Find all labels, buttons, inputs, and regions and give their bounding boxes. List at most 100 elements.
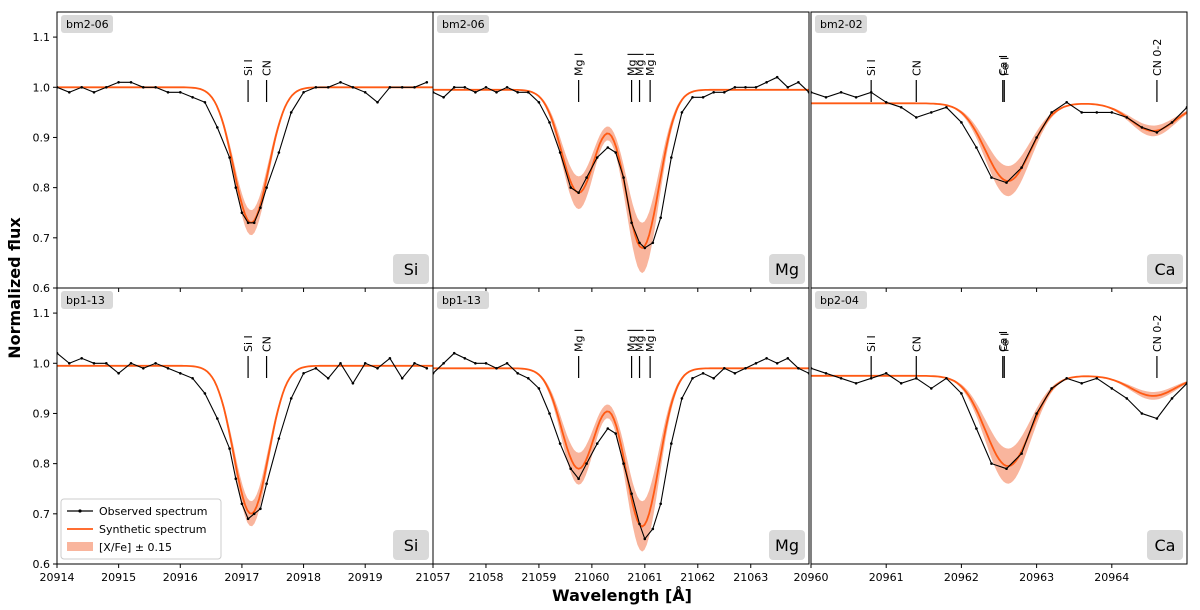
observed-point	[413, 86, 416, 89]
observed-point	[723, 367, 726, 370]
observed-point	[240, 502, 244, 506]
line-label: Si I	[242, 335, 255, 352]
observed-point	[203, 101, 207, 104]
observed-point	[1170, 397, 1174, 400]
observed-point	[595, 442, 599, 445]
observed-point	[1050, 387, 1053, 390]
panel-frame	[810, 287, 1188, 565]
observed-point	[786, 357, 790, 360]
line-label: Si I	[865, 59, 878, 76]
y-tick-label: 0.6	[33, 558, 51, 571]
legend-synthetic-label: Synthetic spectrum	[99, 523, 206, 536]
observed-point	[1155, 417, 1159, 420]
observed-point	[302, 372, 305, 375]
band-area	[57, 365, 433, 527]
observed-point	[216, 417, 219, 420]
observed-point	[351, 382, 355, 385]
observed-point	[930, 387, 933, 390]
observed-point	[824, 96, 828, 99]
observed-point	[265, 186, 268, 189]
observed-point	[484, 362, 488, 365]
observed-point	[945, 377, 948, 380]
observed-point	[733, 86, 737, 89]
observed-point	[259, 206, 262, 209]
line-label: CN	[910, 60, 923, 76]
observed-point	[154, 86, 157, 89]
line-label: Mg I	[644, 53, 657, 76]
observed-point	[68, 362, 71, 365]
element-label: Si	[404, 536, 419, 555]
observed-point	[154, 362, 157, 365]
observed-point	[376, 367, 379, 370]
observed-point	[622, 462, 625, 465]
observed-point	[425, 367, 429, 370]
observed-point	[638, 241, 641, 245]
synthetic-line	[811, 102, 1187, 183]
observed-point	[495, 91, 498, 94]
band-area	[433, 89, 809, 274]
observed-point	[516, 91, 519, 94]
observed-point	[326, 377, 330, 380]
line-label: Mg I	[573, 329, 586, 352]
element-label: Ca	[1155, 536, 1176, 555]
observed-point	[797, 367, 800, 370]
observed-point	[651, 241, 655, 245]
observed-point	[1140, 412, 1144, 415]
legend: Observed spectrum Synthetic spectrum [X/Fe…	[60, 498, 222, 560]
band-area	[57, 87, 433, 236]
observed-point	[990, 462, 993, 465]
observed-point	[105, 86, 108, 89]
y-tick-label: 0.7	[33, 508, 51, 521]
observed-point	[765, 357, 768, 360]
observed-point	[314, 367, 318, 370]
y-tick-label: 0.7	[33, 232, 51, 245]
observed-point	[723, 91, 726, 94]
line-label: Fe I	[998, 57, 1011, 76]
synthetic-line	[57, 364, 433, 515]
observed-point	[527, 91, 530, 94]
observed-point	[786, 86, 790, 89]
observed-point	[105, 362, 108, 365]
observed-point	[1110, 111, 1114, 114]
observed-point	[1065, 377, 1068, 380]
observed-point	[400, 377, 404, 380]
observed-point	[1005, 467, 1008, 471]
observed-point	[990, 176, 993, 179]
observed-line	[57, 81, 428, 224]
y-tick-label: 1.0	[33, 81, 51, 94]
x-tick-label: 21061	[627, 571, 662, 584]
observed-line	[811, 91, 1187, 184]
element-tag	[393, 254, 429, 284]
observed-point	[585, 462, 588, 465]
observed-line	[811, 367, 1187, 470]
observed-point	[351, 86, 355, 89]
observed-point	[326, 86, 330, 89]
x-tick-label: 20919	[348, 571, 383, 584]
observed-point	[643, 246, 647, 250]
element-label: Mg	[775, 536, 799, 555]
observed-point	[474, 91, 477, 94]
line-label: Mg I	[634, 329, 647, 352]
y-tick-label: 0.8	[33, 458, 51, 471]
observed-point	[659, 216, 662, 219]
observed-point	[744, 367, 747, 370]
element-tag	[1147, 530, 1183, 560]
observed-point	[516, 372, 519, 375]
observed-point	[495, 367, 498, 370]
observed-point	[246, 221, 250, 225]
observed-point	[191, 96, 194, 99]
star-label: bm2-06	[442, 18, 485, 31]
element-tag	[769, 254, 805, 284]
element-tag	[1147, 254, 1183, 284]
observed-point	[1170, 121, 1174, 124]
synthetic-line	[433, 88, 809, 249]
observed-point	[442, 96, 445, 99]
observed-point	[1125, 116, 1129, 119]
x-tick-label: 21060	[574, 571, 609, 584]
observed-point	[166, 367, 170, 370]
panel-bp1-13-Si: Si I CN 0.6 0.7 0.8 0.9 1.0 1.1 20914 20915 20916 2…	[33, 287, 434, 584]
line-label: Ca I	[997, 331, 1010, 352]
observed-point	[240, 211, 244, 214]
observed-point	[363, 91, 367, 94]
